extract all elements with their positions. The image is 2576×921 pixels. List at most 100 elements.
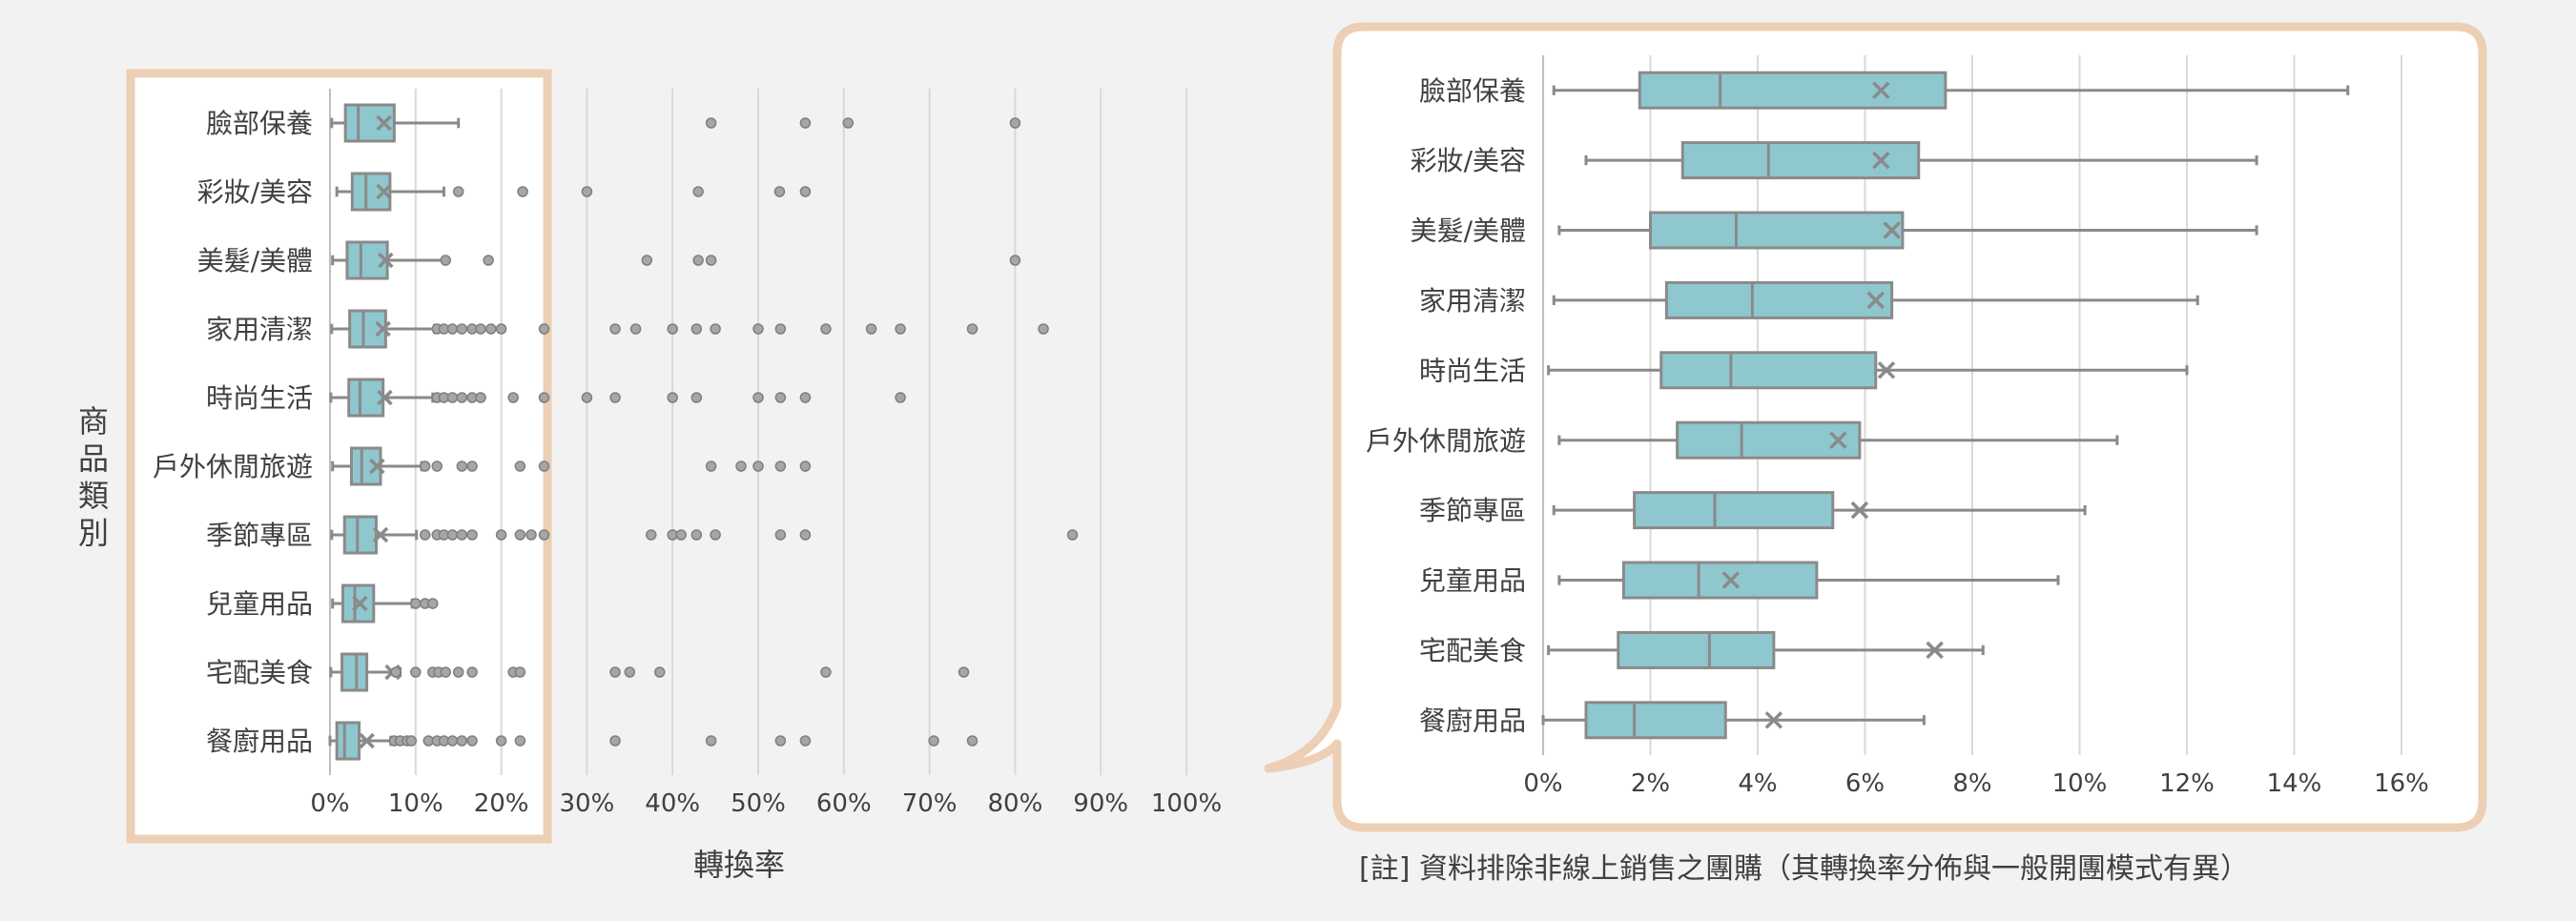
outlier-point [456,323,468,335]
category-label: 彩妝/美容 [1411,145,1526,176]
outlier-point [710,529,721,541]
x-tick-label: 40% [645,789,700,818]
outlier-point [440,666,451,678]
outlier-point [752,460,764,472]
outlier-point [895,323,906,335]
outlier-point [799,392,812,403]
outlier-point [431,460,443,472]
iqr-box [1638,71,1947,110]
outlier-point [842,117,855,129]
outlier-point [517,186,528,197]
outlier-point [514,460,526,472]
outlier-point [799,735,812,747]
outlier-point [456,460,468,472]
mean-marker [352,595,368,612]
outlier-point [419,460,431,472]
outlier-point [581,186,593,197]
outlier-point [609,735,621,747]
outlier-point [667,323,678,335]
outlier-point [710,323,721,335]
x-tick-label: 8% [1952,769,1991,798]
outlier-point [690,392,703,403]
outlier-point [752,392,764,403]
outlier-point [705,735,717,747]
mean-marker [376,183,392,200]
x-tick-label: 6% [1845,769,1885,798]
outlier-point [1038,323,1049,335]
mean-marker [1829,431,1847,449]
outlier-point [609,666,621,678]
outlier-point [410,666,422,678]
mean-marker [378,252,394,269]
mean-marker [377,389,393,406]
mean-marker [1721,571,1741,589]
x-tick-label: 4% [1738,769,1777,798]
outlier-point [452,186,464,197]
outlier-point [410,598,422,609]
outlier-point [456,392,468,403]
outlier-point [705,117,717,129]
category-label: 宅配美食 [1419,635,1526,666]
iqr-box [335,721,361,761]
outlier-point [609,323,621,335]
outlier-point [466,735,478,747]
category-label: 時尚生活 [1419,355,1526,386]
outlier-point [466,529,478,541]
outlier-point [820,323,832,335]
outlier-point [895,392,906,403]
mean-marker [1883,221,1901,239]
category-label: 美髮/美體 [1411,215,1526,247]
outlier-point [799,529,812,541]
outlier-point [1009,255,1021,266]
iqr-box [1664,280,1894,319]
outlier-point [774,392,787,403]
category-label: 宅配美食 [206,657,313,688]
outlier-point [774,323,787,335]
outlier-point [774,460,787,472]
outlier-point [774,735,787,747]
iqr-box [1584,701,1727,740]
full-range-boxplot: 0% 10% 20% 30% 40% 50% 60% 70% 80% 90% 100% 臉部保養彩妝/… [153,89,1222,818]
mean-marker [375,320,391,338]
x-tick-label: 20% [474,789,529,818]
category-label: 彩妝/美容 [197,176,313,208]
outlier-point [440,255,451,266]
iqr-box [1659,351,1878,390]
iqr-box [345,240,389,280]
outlier-point [466,666,478,678]
outlier-point [774,529,787,541]
outlier-point [446,392,459,403]
outlier-point [1009,117,1021,129]
category-label: 戶外休閒旅遊 [153,451,313,482]
mean-marker [1926,641,1944,660]
iqr-box [342,515,378,555]
mean-marker [372,526,389,543]
outlier-point [641,255,653,266]
x-tick-label: 2% [1631,769,1670,798]
outlier-point [514,735,526,747]
outlier-point [667,392,678,403]
outlier-point [507,392,519,403]
mean-marker [1872,151,1890,170]
x-tick-label: 70% [902,789,958,818]
outlier-point [690,529,703,541]
x-tick-label: 10% [2052,769,2108,798]
iqr-box [1621,561,1819,600]
category-label: 美髮/美體 [197,245,313,276]
outlier-point [675,529,687,541]
x-tick-label: 0% [310,789,349,818]
mean-marker [1764,711,1783,729]
category-label: 時尚生活 [206,382,313,414]
outlier-point [581,392,593,403]
iqr-box [343,103,396,143]
zoom-region-frame [126,69,552,844]
outlier-point [692,186,704,197]
outlier-point [514,666,526,678]
x-tick-label: 80% [988,789,1043,818]
outlier-point [653,666,666,678]
outlier-point [966,735,979,747]
outlier-point [390,666,402,678]
outlier-point [452,666,464,678]
outlier-point [446,323,459,335]
mean-marker [1872,81,1890,99]
